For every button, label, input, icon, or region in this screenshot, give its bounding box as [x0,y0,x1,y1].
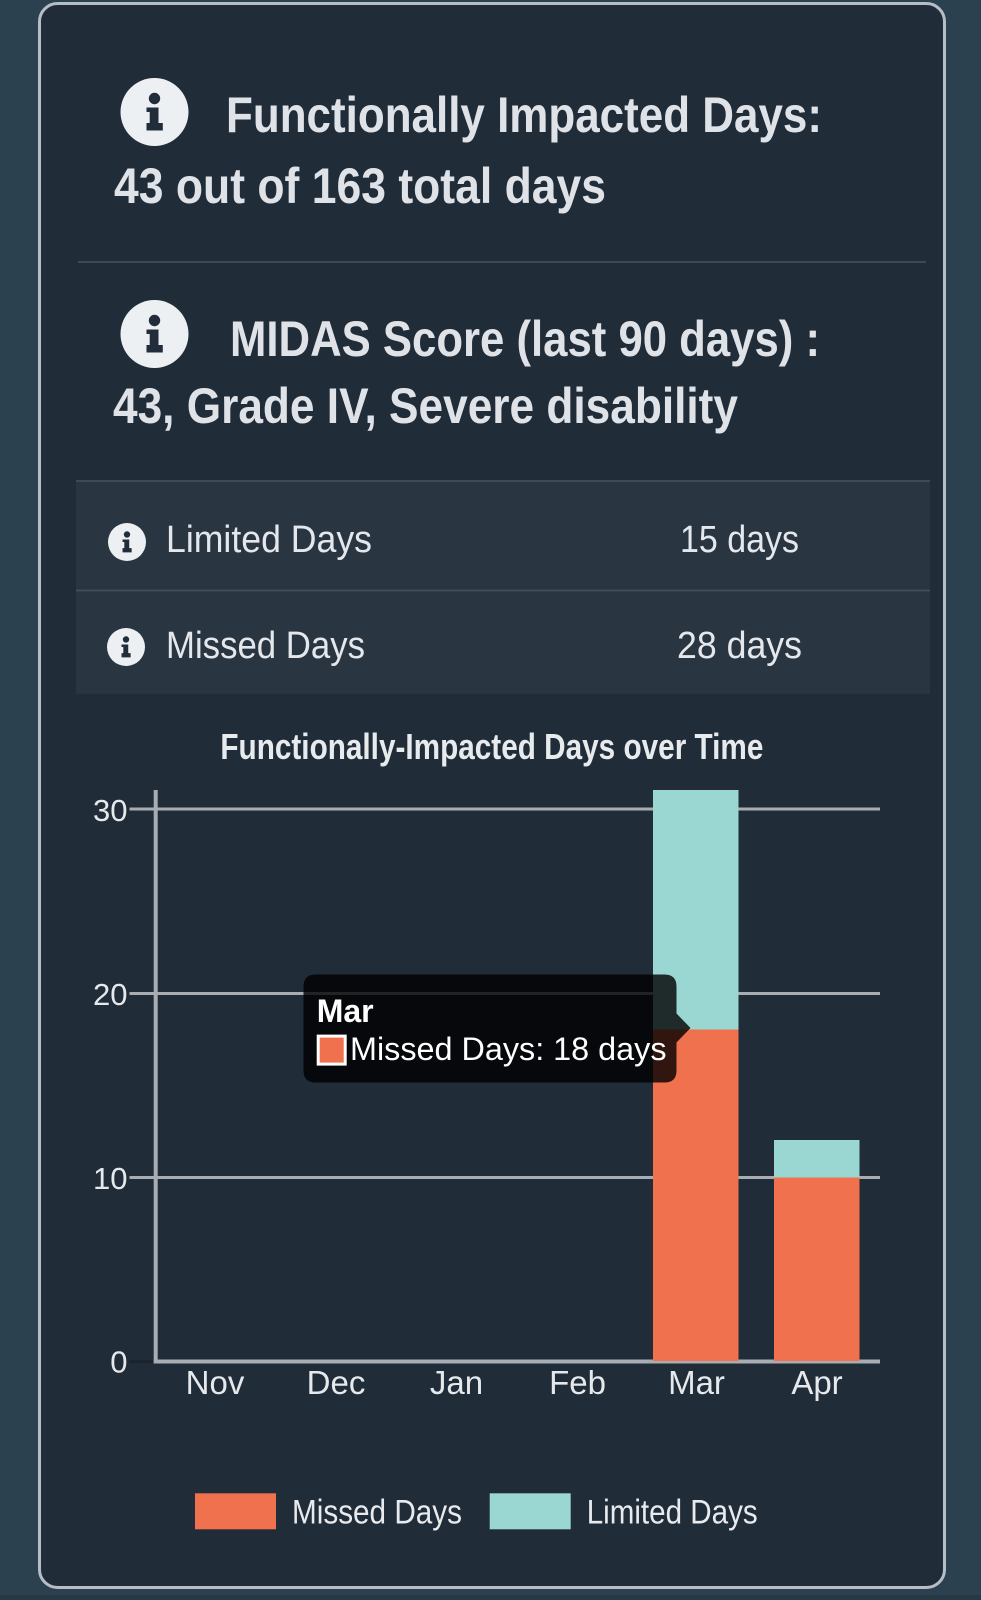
svg-text:Jan: Jan [430,1364,483,1401]
svg-text:30: 30 [93,793,127,828]
svg-text:Mar: Mar [668,1364,725,1401]
svg-text:28 days: 28 days [677,625,802,667]
svg-text:Missed Days: Missed Days [292,1494,462,1532]
svg-text:Missed Days: 18 days: Missed Days: 18 days [350,1031,667,1067]
svg-text:15 days: 15 days [680,519,799,561]
svg-text:Limited Days: Limited Days [166,519,372,561]
svg-text:Missed Days: Missed Days [166,625,365,667]
svg-text:43 out of 163 total days: 43 out of 163 total days [114,158,606,214]
svg-text:Feb: Feb [549,1364,606,1401]
svg-text:Functionally Impacted Days:: Functionally Impacted Days: [226,87,822,143]
svg-text:43, Grade IV, Severe disabilit: 43, Grade IV, Severe disability [113,378,738,434]
svg-text:Dec: Dec [307,1364,366,1401]
svg-text:Apr: Apr [791,1364,842,1401]
svg-text:0: 0 [110,1345,127,1380]
svg-text:Mar: Mar [317,993,374,1029]
svg-text:MIDAS Score (last 90 days) :: MIDAS Score (last 90 days) : [230,311,820,367]
svg-text:Nov: Nov [186,1364,245,1401]
svg-text:Functionally-Impacted Days ove: Functionally-Impacted Days over Time [220,726,763,767]
svg-text:10: 10 [93,1161,127,1196]
svg-text:Limited Days: Limited Days [587,1494,758,1532]
svg-text:20: 20 [93,977,127,1012]
